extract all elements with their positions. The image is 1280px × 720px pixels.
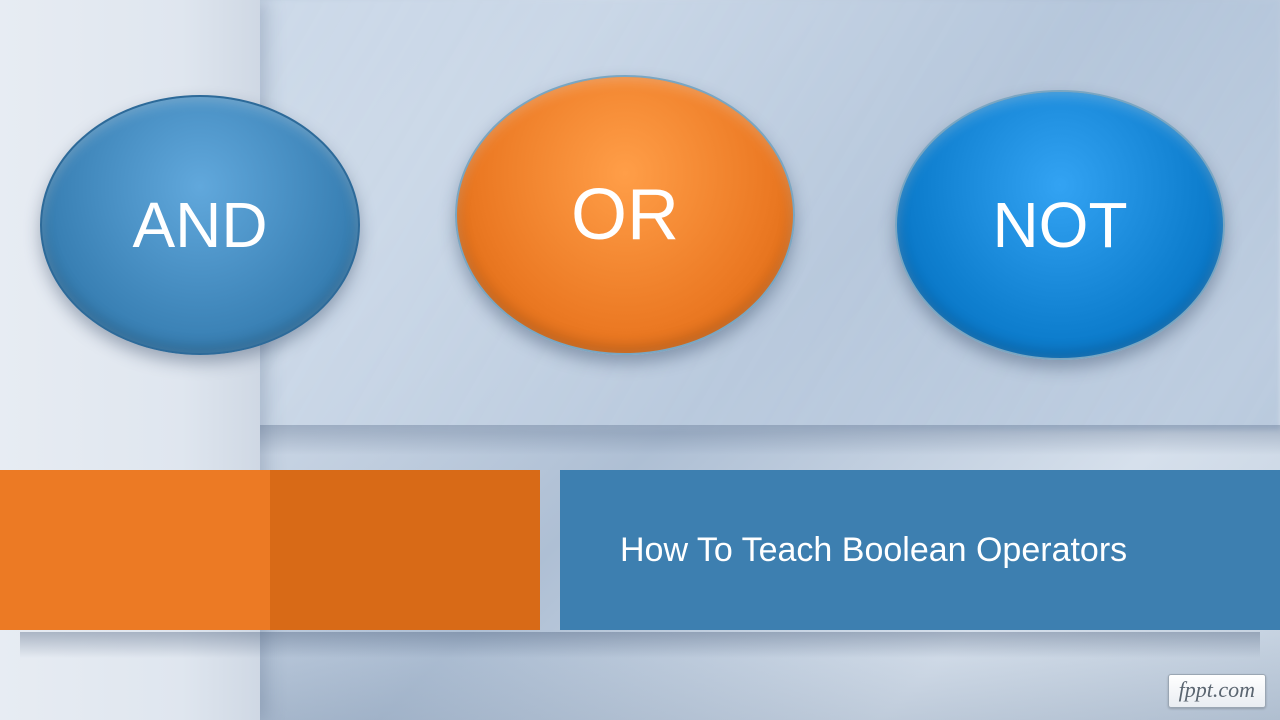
watermark-badge: fppt.com <box>1168 674 1266 708</box>
bar-orange-left <box>0 470 270 630</box>
ellipse-not-label: NOT <box>992 188 1127 262</box>
slide-stage: AND OR NOT How To Teach Boolean Operator… <box>0 0 1280 720</box>
ellipse-or-label: OR <box>571 174 679 256</box>
ellipse-and: AND <box>40 95 360 355</box>
title-bar: How To Teach Boolean Operators <box>560 470 1280 630</box>
ellipse-and-label: AND <box>132 188 267 262</box>
slide-title: How To Teach Boolean Operators <box>620 531 1127 570</box>
bg-panel-shadow <box>180 425 1280 455</box>
watermark-text: fppt.com <box>1179 677 1255 702</box>
ellipse-or: OR <box>455 75 795 355</box>
bar-drop-shadow <box>20 632 1260 658</box>
bar-orange-right <box>270 470 540 630</box>
ellipse-not: NOT <box>895 90 1225 360</box>
